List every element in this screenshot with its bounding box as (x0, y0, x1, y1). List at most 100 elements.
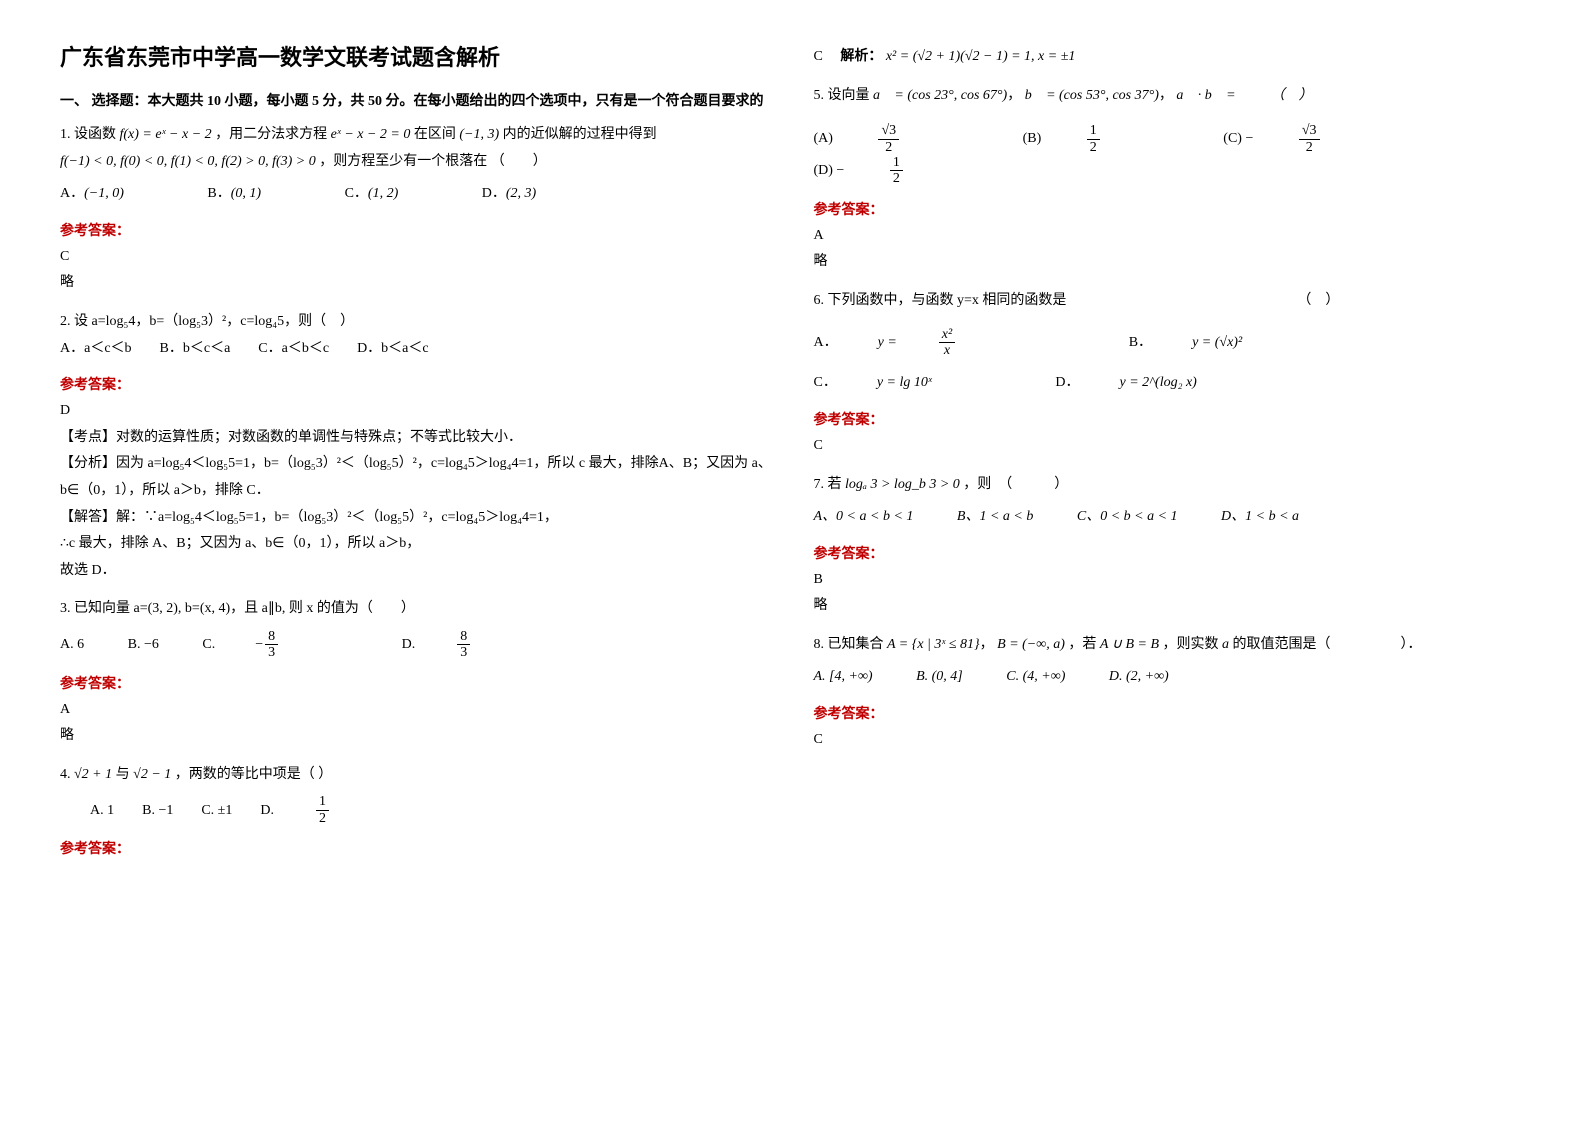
q4-v1: √2 + 1 (74, 767, 112, 782)
answer-label: 参考答案： (814, 409, 1528, 429)
q5-text-a: 5. 设向量 (814, 88, 870, 103)
q3-text: 3. 已知向量 a=(3, 2), b=(x, 4)，且 a∥b, 则 x 的值… (60, 596, 774, 623)
q1-cond: f(−1) < 0, f(0) < 0, f(1) < 0, f(2) > 0,… (60, 154, 316, 169)
q1-text-a: 1. 设函数 (60, 127, 116, 142)
q4-mid: 与 (116, 767, 130, 782)
q6-a-pre: A． (814, 330, 838, 357)
q6-options-row1: A．y = x²x B．y = (√x)² (814, 327, 1528, 359)
q7-opt-b: B、1 < a < b (957, 504, 1033, 531)
q1-answer: C 略 (60, 244, 774, 297)
q2-fx-label: 【分析】 (60, 456, 116, 471)
q6-b-pre: B． (1129, 330, 1152, 357)
q5-answer: A 略 (814, 223, 1528, 276)
q5-lb: (B) (1023, 126, 1042, 153)
q7-opt-c: C、0 < b < a < 1 (1077, 504, 1178, 531)
q5-a-den: 2 (878, 140, 899, 155)
q5-c-num: √3 (1299, 123, 1320, 139)
q5-options: (A) √32 (B) 12 (C) − √32 (D) − 12 (814, 123, 1528, 187)
answer-label: 参考答案： (814, 543, 1528, 563)
q4-text-a: 4. (60, 767, 74, 782)
q5-c-den: 2 (1299, 140, 1320, 155)
q6-ans-letter: C (814, 433, 1528, 460)
q5-lc: (C) − (1223, 126, 1253, 153)
q3-options: A. 6 B. −6 C. −83 D. 83 (60, 629, 774, 661)
q5-a-num: √3 (878, 123, 899, 139)
q4-ans-letter: C (814, 49, 823, 64)
q4-d-num: 1 (316, 794, 329, 810)
question-4: 4. √2 + 1 与 √2 − 1 ，两数的等比中项是（ ） A. 1 B. … (60, 762, 774, 826)
q5-ans-letter: A (814, 223, 1528, 250)
q8-text-b: ，若 (1068, 637, 1096, 652)
q1-eq: eˣ − x − 2 = 0 (331, 127, 411, 142)
q1-options: A．(−1, 0) B．(0, 1) C．(1, 2) D．(2, 3) (60, 181, 774, 208)
q3-opt-b: B. −6 (128, 632, 159, 659)
q7-cond: logₐ 3 > log_b 3 > 0 (845, 477, 960, 492)
q7-ans-letter: B (814, 567, 1528, 594)
q6-c-pre: C． (814, 370, 837, 397)
answer-label: 参考答案： (814, 703, 1528, 723)
q8-cond: A ∪ B = B (1100, 637, 1159, 652)
q3-answer: A 略 (60, 697, 774, 750)
q6-c-rhs: y = lg 10ˣ (877, 370, 932, 397)
q5-va: a⃗ = (cos 23°, cos 67°) (873, 88, 1007, 103)
q2-answer: D 【考点】对数的运算性质；对数函数的单调性与特殊点；不等式比较大小． 【分析】… (60, 398, 774, 584)
q2-kd: 对数的运算性质；对数函数的单调性与特殊点；不等式比较大小． (116, 430, 522, 445)
q4-d-den: 2 (316, 811, 329, 826)
answer-label: 参考答案： (60, 673, 774, 693)
q4-options: A. 1 B. −1 C. ±1 D. 12 (60, 794, 774, 826)
q8-text-d: 的取值范围是（ ）． (1233, 637, 1422, 652)
section-head: 一、 选择题：本大题共 10 小题，每小题 5 分，共 50 分。在每小题给出的… (60, 90, 774, 110)
q8-opt-a: A. [4, +∞) (814, 664, 873, 691)
q7-ans-lue: 略 (814, 593, 1528, 620)
q1-opt-b: (0, 1) (231, 181, 261, 208)
q4-text-b: ，两数的等比中项是（ ） (175, 767, 333, 782)
q7-text-a: 7. 若 (814, 477, 842, 492)
q3-c-num: 8 (265, 629, 278, 645)
q5-d-den: 2 (890, 171, 903, 186)
question-6: 6. 下列函数中，与函数 y=x 相同的函数是 （ ） A．y = x²x B．… (814, 288, 1528, 397)
q5-vb: b⃗ = (cos 53°, cos 37°) (1025, 88, 1159, 103)
q3-opt-c-pre: C. (202, 632, 215, 659)
q8-text-a: 8. 已知集合 (814, 637, 884, 652)
q8-Adef: A = {x | 3ˣ ≤ 81} (887, 637, 980, 652)
q5-ld: (D) − (814, 158, 845, 185)
q8-text-c: ，则实数 (1163, 637, 1219, 652)
q7-opt-d: D、1 < b < a (1221, 504, 1299, 531)
q6-d-rhs: y = 2^(log₂ x) (1119, 370, 1196, 397)
question-7: 7. 若 logₐ 3 > log_b 3 > 0 ，则 （ ） A、0 < a… (814, 472, 1528, 531)
q3-ans-letter: A (60, 697, 774, 724)
question-1: 1. 设函数 f(x) = eˣ − x − 2 ，用二分法求方程 eˣ − x… (60, 122, 774, 208)
q1-ans-lue: 略 (60, 270, 774, 297)
q8-avar: a (1222, 637, 1229, 652)
q5-b-num: 1 (1087, 123, 1100, 139)
q2-opts: A．a＜c＜b B．b＜c＜a C．a＜b＜c D．b＜a＜c (60, 336, 774, 363)
question-8: 8. 已知集合 A = {x | 3ˣ ≤ 81}， B = (−∞, a) ，… (814, 632, 1528, 691)
q4-jx: x² = (√2 + 1)(√2 − 1) = 1, x = ±1 (886, 49, 1076, 64)
q5-ans-lue: 略 (814, 249, 1528, 276)
q6-a-den: x (939, 343, 955, 358)
q5-d-num: 1 (890, 155, 903, 171)
q7-options: A、0 < a < b < 1 B、1 < a < b C、0 < b < a … (814, 504, 1528, 531)
q8-Bdef: B = (−∞, a) (997, 637, 1065, 652)
q2-ans-letter: D (60, 398, 774, 425)
q6-text: 6. 下列函数中，与函数 y=x 相同的函数是 （ ） (814, 288, 1528, 315)
q8-opt-d: D. (2, +∞) (1109, 664, 1169, 691)
page-title: 广东省东莞市中学高一数学文联考试题含解析 (60, 40, 774, 72)
answer-label: 参考答案： (60, 220, 774, 240)
q1-opt-a: (−1, 0) (84, 181, 124, 208)
answer-label: 参考答案： (60, 374, 774, 394)
q8-ans-letter: C (814, 727, 1528, 754)
q1-int: (−1, 3) (459, 127, 499, 142)
question-5: 5. 设向量 a⃗ = (cos 23°, cos 67°)， b⃗ = (co… (814, 83, 1528, 187)
answer-label: 参考答案： (814, 199, 1528, 219)
question-2: 2. 设 a=log₅4，b=（log₅3）²，c=log₄5，则（ ） A．a… (60, 309, 774, 362)
q1-text-b: ，用二分法求方程 (215, 127, 327, 142)
q3-d-num: 8 (457, 629, 470, 645)
q3-opt-a: A. 6 (60, 632, 84, 659)
q2-kd-label: 【考点】 (60, 430, 116, 445)
q5-b-den: 2 (1087, 140, 1100, 155)
q2-jd2: ∴c 最大，排除 A、B；又因为 a、b∈（0，1），所以 a＞b， (60, 531, 774, 558)
q6-d-pre: D． (1055, 370, 1079, 397)
q4-v2: √2 − 1 (133, 767, 171, 782)
q1-text-c: 在区间 (414, 127, 456, 142)
